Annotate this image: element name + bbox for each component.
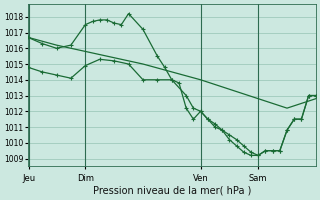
X-axis label: Pression niveau de la mer( hPa ): Pression niveau de la mer( hPa ) — [92, 186, 251, 196]
